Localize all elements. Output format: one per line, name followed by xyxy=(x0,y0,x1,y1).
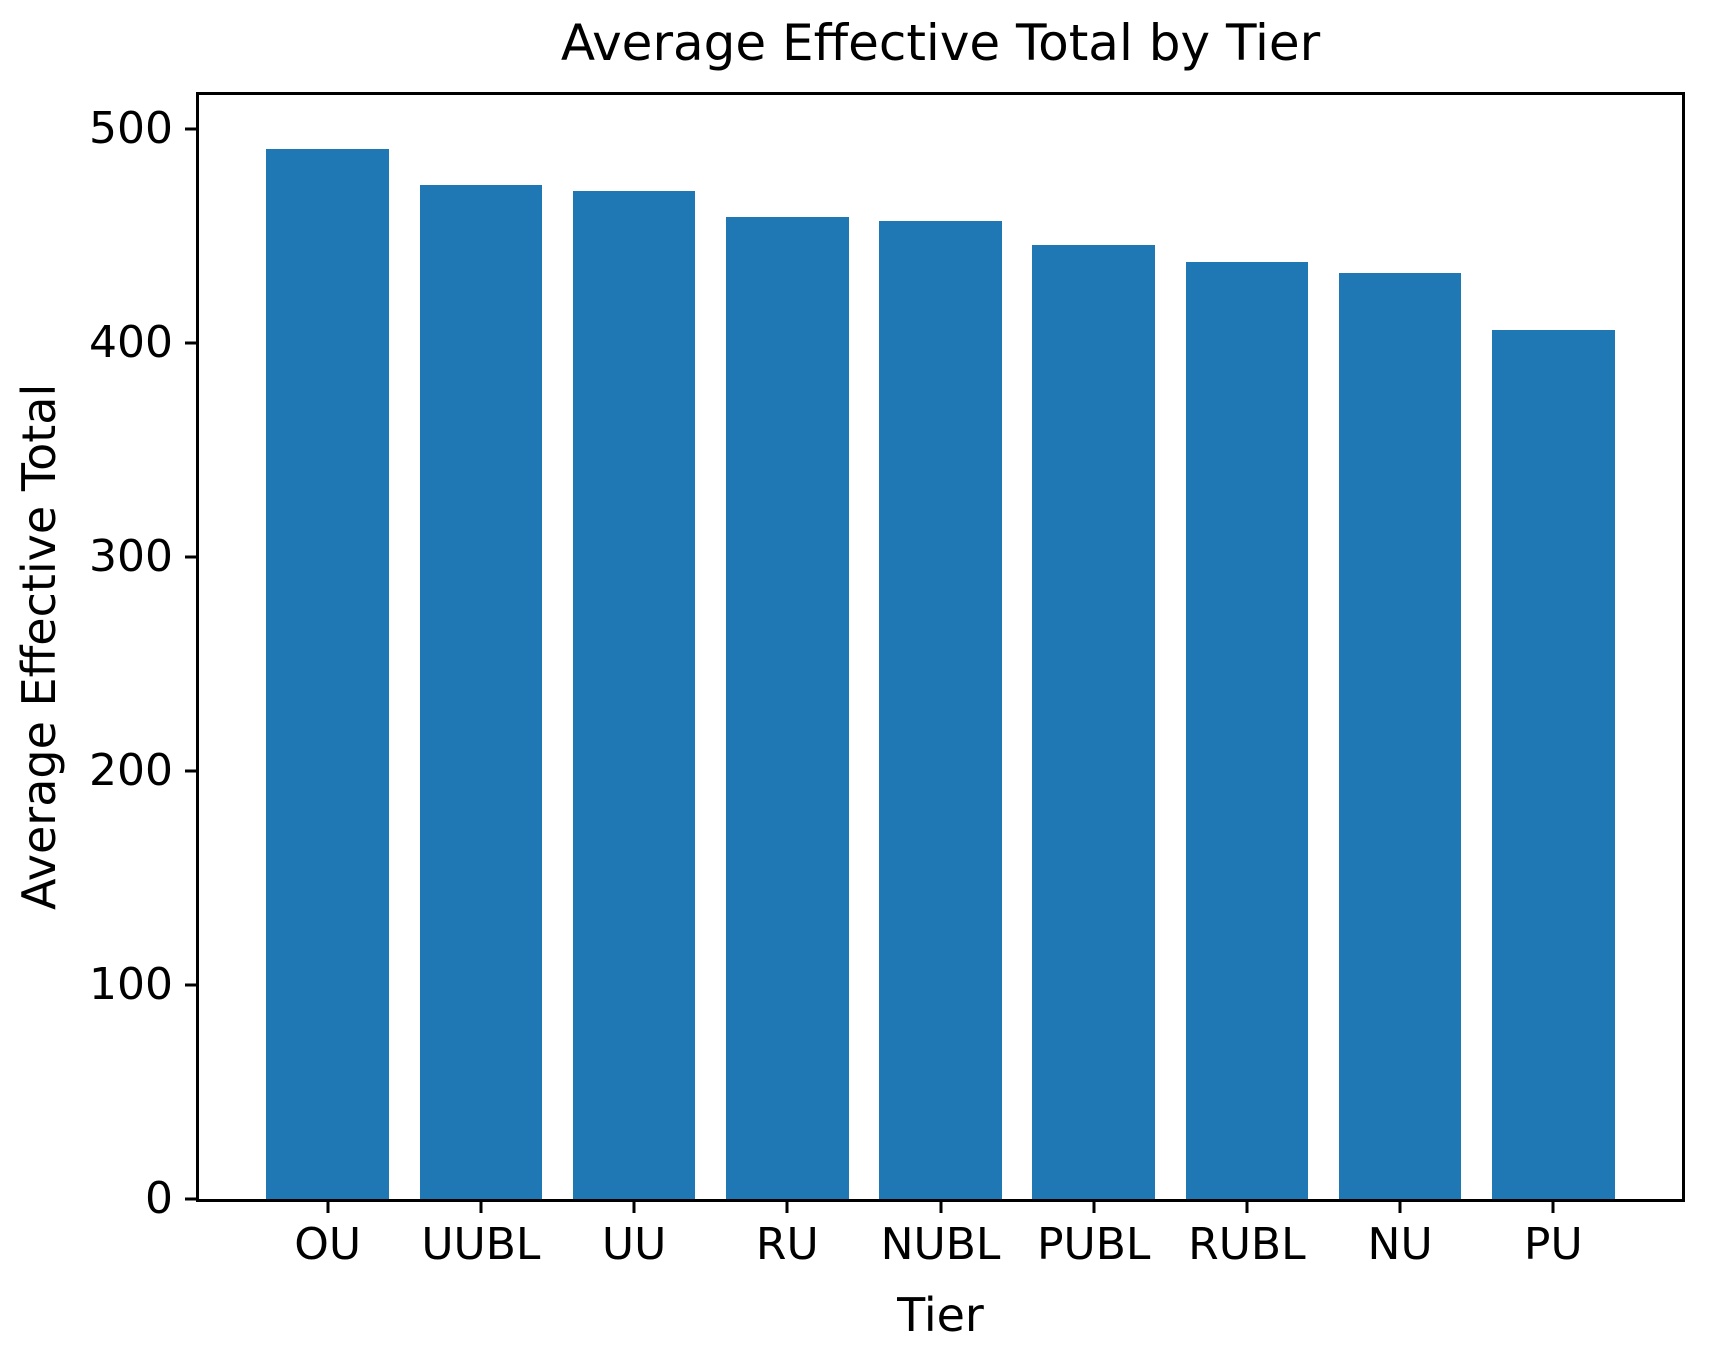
y-tick-mark xyxy=(185,341,199,345)
bar-nubl xyxy=(879,221,1002,1199)
x-tick-mark xyxy=(479,1199,483,1213)
bar-uu xyxy=(572,191,696,1199)
x-tick-label: NUBL xyxy=(880,1219,1001,1270)
y-axis-label: Average Effective Total xyxy=(12,383,66,911)
y-tick-label: 300 xyxy=(89,531,173,583)
bar-pu xyxy=(1492,330,1615,1199)
y-tick-label: 200 xyxy=(89,745,173,797)
x-axis-label: Tier xyxy=(897,1288,984,1342)
y-tick-label: 400 xyxy=(89,317,173,369)
x-tick-label: PUBL xyxy=(1036,1219,1151,1270)
bar-publ xyxy=(1032,244,1155,1199)
y-tick-mark xyxy=(185,769,199,773)
x-tick-label: NU xyxy=(1367,1219,1433,1270)
chart-title: Average Effective Total by Tier xyxy=(560,14,1321,72)
x-tick-mark xyxy=(1245,1199,1249,1213)
bar-ou xyxy=(266,148,389,1199)
x-tick-mark xyxy=(1551,1199,1555,1213)
x-tick-label: UU xyxy=(601,1219,667,1270)
y-tick-mark xyxy=(185,1197,199,1201)
bar-nu xyxy=(1338,272,1462,1199)
bar-uubl xyxy=(419,184,543,1199)
bar-ru xyxy=(726,216,849,1199)
x-tick-label: RUBL xyxy=(1188,1219,1306,1270)
plot-area: OU UUBL UU RU NUBL PUBL RUBL NU PU 0 100 200 300 400 5… xyxy=(89,92,1685,1267)
x-tick-mark xyxy=(1092,1199,1096,1213)
y-tick-mark xyxy=(185,555,199,559)
x-tick-label: PU xyxy=(1523,1219,1583,1270)
y-tick-label: 100 xyxy=(89,959,173,1011)
x-tick-label: OU xyxy=(294,1219,362,1270)
x-tick-mark xyxy=(632,1199,636,1213)
y-tick-mark xyxy=(185,983,199,987)
x-tick-label: RU xyxy=(755,1219,819,1270)
x-tick-mark xyxy=(326,1199,330,1213)
y-tick-label: 0 xyxy=(145,1173,173,1224)
x-tick-mark xyxy=(1398,1199,1402,1213)
y-tick-label: 500 xyxy=(89,103,173,155)
y-tick-mark xyxy=(185,127,199,131)
x-tick-mark xyxy=(785,1199,789,1213)
x-tick-label: UUBL xyxy=(421,1219,541,1270)
bar-rubl xyxy=(1185,261,1309,1199)
x-tick-mark xyxy=(939,1199,942,1213)
